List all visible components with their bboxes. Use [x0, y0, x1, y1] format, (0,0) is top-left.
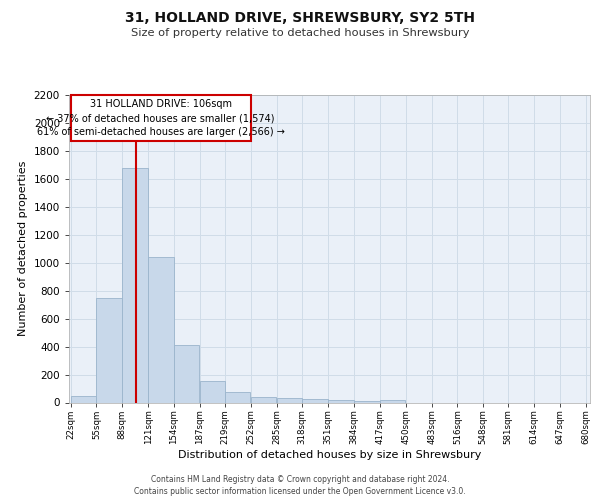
Bar: [122, 168, 148, 402]
Bar: [200, 381, 225, 402]
Bar: [225, 392, 250, 402]
Bar: [380, 400, 406, 402]
Text: 31 HOLLAND DRIVE: 106sqm
← 37% of detached houses are smaller (1,574)
61% of sem: 31 HOLLAND DRIVE: 106sqm ← 37% of detach…: [37, 98, 284, 138]
Bar: [71, 396, 96, 402]
Bar: [148, 257, 173, 402]
Bar: [328, 400, 353, 402]
Bar: [354, 401, 380, 402]
Bar: [277, 398, 302, 402]
X-axis label: Distribution of detached houses by size in Shrewsbury: Distribution of detached houses by size …: [178, 450, 481, 460]
Text: Contains HM Land Registry data © Crown copyright and database right 2024.
Contai: Contains HM Land Registry data © Crown c…: [134, 475, 466, 496]
Bar: [174, 345, 199, 403]
Bar: [251, 396, 276, 402]
Bar: [97, 298, 122, 403]
Text: 31, HOLLAND DRIVE, SHREWSBURY, SY2 5TH: 31, HOLLAND DRIVE, SHREWSBURY, SY2 5TH: [125, 11, 475, 25]
Text: Size of property relative to detached houses in Shrewsbury: Size of property relative to detached ho…: [131, 28, 469, 38]
Bar: [302, 400, 328, 402]
Bar: [71, 95, 251, 141]
Y-axis label: Number of detached properties: Number of detached properties: [18, 161, 28, 336]
